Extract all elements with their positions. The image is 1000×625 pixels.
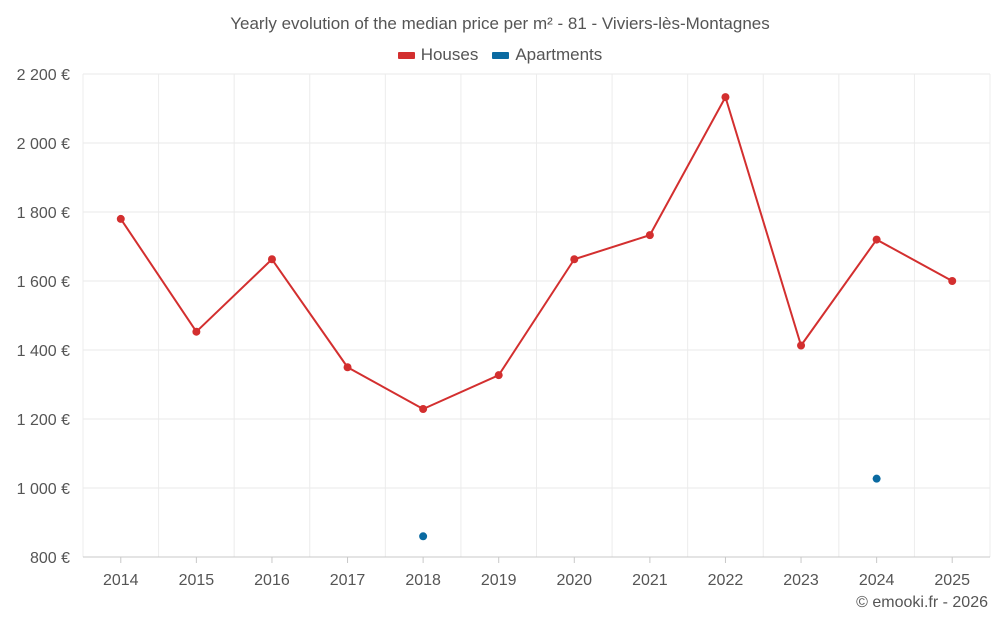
credit-text: © emooki.fr - 2026 [856, 594, 988, 611]
x-tick-label: 2024 [859, 572, 895, 589]
x-tick-label: 2022 [708, 572, 744, 589]
legend-item-houses[interactable]: Houses [397, 45, 479, 65]
y-tick-label: 1 200 € [17, 412, 70, 429]
data-point-houses [419, 404, 428, 413]
x-tick-label: 2021 [632, 572, 668, 589]
legend-item-apartments[interactable]: Apartments [492, 45, 602, 65]
x-tick-label: 2018 [405, 572, 441, 589]
x-tick-label: 2017 [330, 572, 366, 589]
x-tick-label: 2019 [481, 572, 517, 589]
y-tick-label: 1 000 € [17, 481, 70, 498]
data-point-houses [645, 231, 654, 240]
x-tick-label: 2025 [934, 572, 970, 589]
legend-swatch-houses [397, 51, 415, 59]
chart-title: Yearly evolution of the median price per… [230, 14, 770, 33]
data-point-houses [494, 371, 503, 380]
data-point-houses [570, 255, 579, 264]
chart-legend: Houses Apartments [0, 45, 1000, 65]
y-tick-label: 2 200 € [17, 67, 70, 84]
series-line-houses [119, 96, 953, 410]
x-tick-label: 2015 [179, 572, 215, 589]
y-tick-label: 1 600 € [17, 274, 70, 291]
data-point-houses [872, 235, 881, 244]
x-tick-label: 2016 [254, 572, 290, 589]
y-tick-label: 2 000 € [17, 136, 70, 153]
data-point-houses [797, 341, 806, 350]
data-point-houses [267, 255, 276, 264]
data-point-houses [116, 214, 125, 223]
x-tick-label: 2023 [783, 572, 819, 589]
x-tick-label: 2020 [556, 572, 592, 589]
data-point-houses [343, 363, 352, 372]
legend-label-apartments: Apartments [515, 45, 603, 64]
data-point-apartments [419, 532, 428, 541]
data-point-houses [192, 327, 201, 336]
data-point-houses [948, 277, 957, 285]
y-tick-label: 800 € [30, 550, 70, 567]
x-tick-label: 2014 [103, 572, 139, 589]
y-tick-label: 1 400 € [17, 343, 70, 360]
data-point-houses [721, 93, 730, 102]
data-point-apartments [872, 474, 881, 483]
legend-label-houses: Houses [420, 45, 479, 64]
legend-swatch-apartments [492, 51, 510, 59]
y-tick-label: 1 800 € [17, 205, 70, 222]
